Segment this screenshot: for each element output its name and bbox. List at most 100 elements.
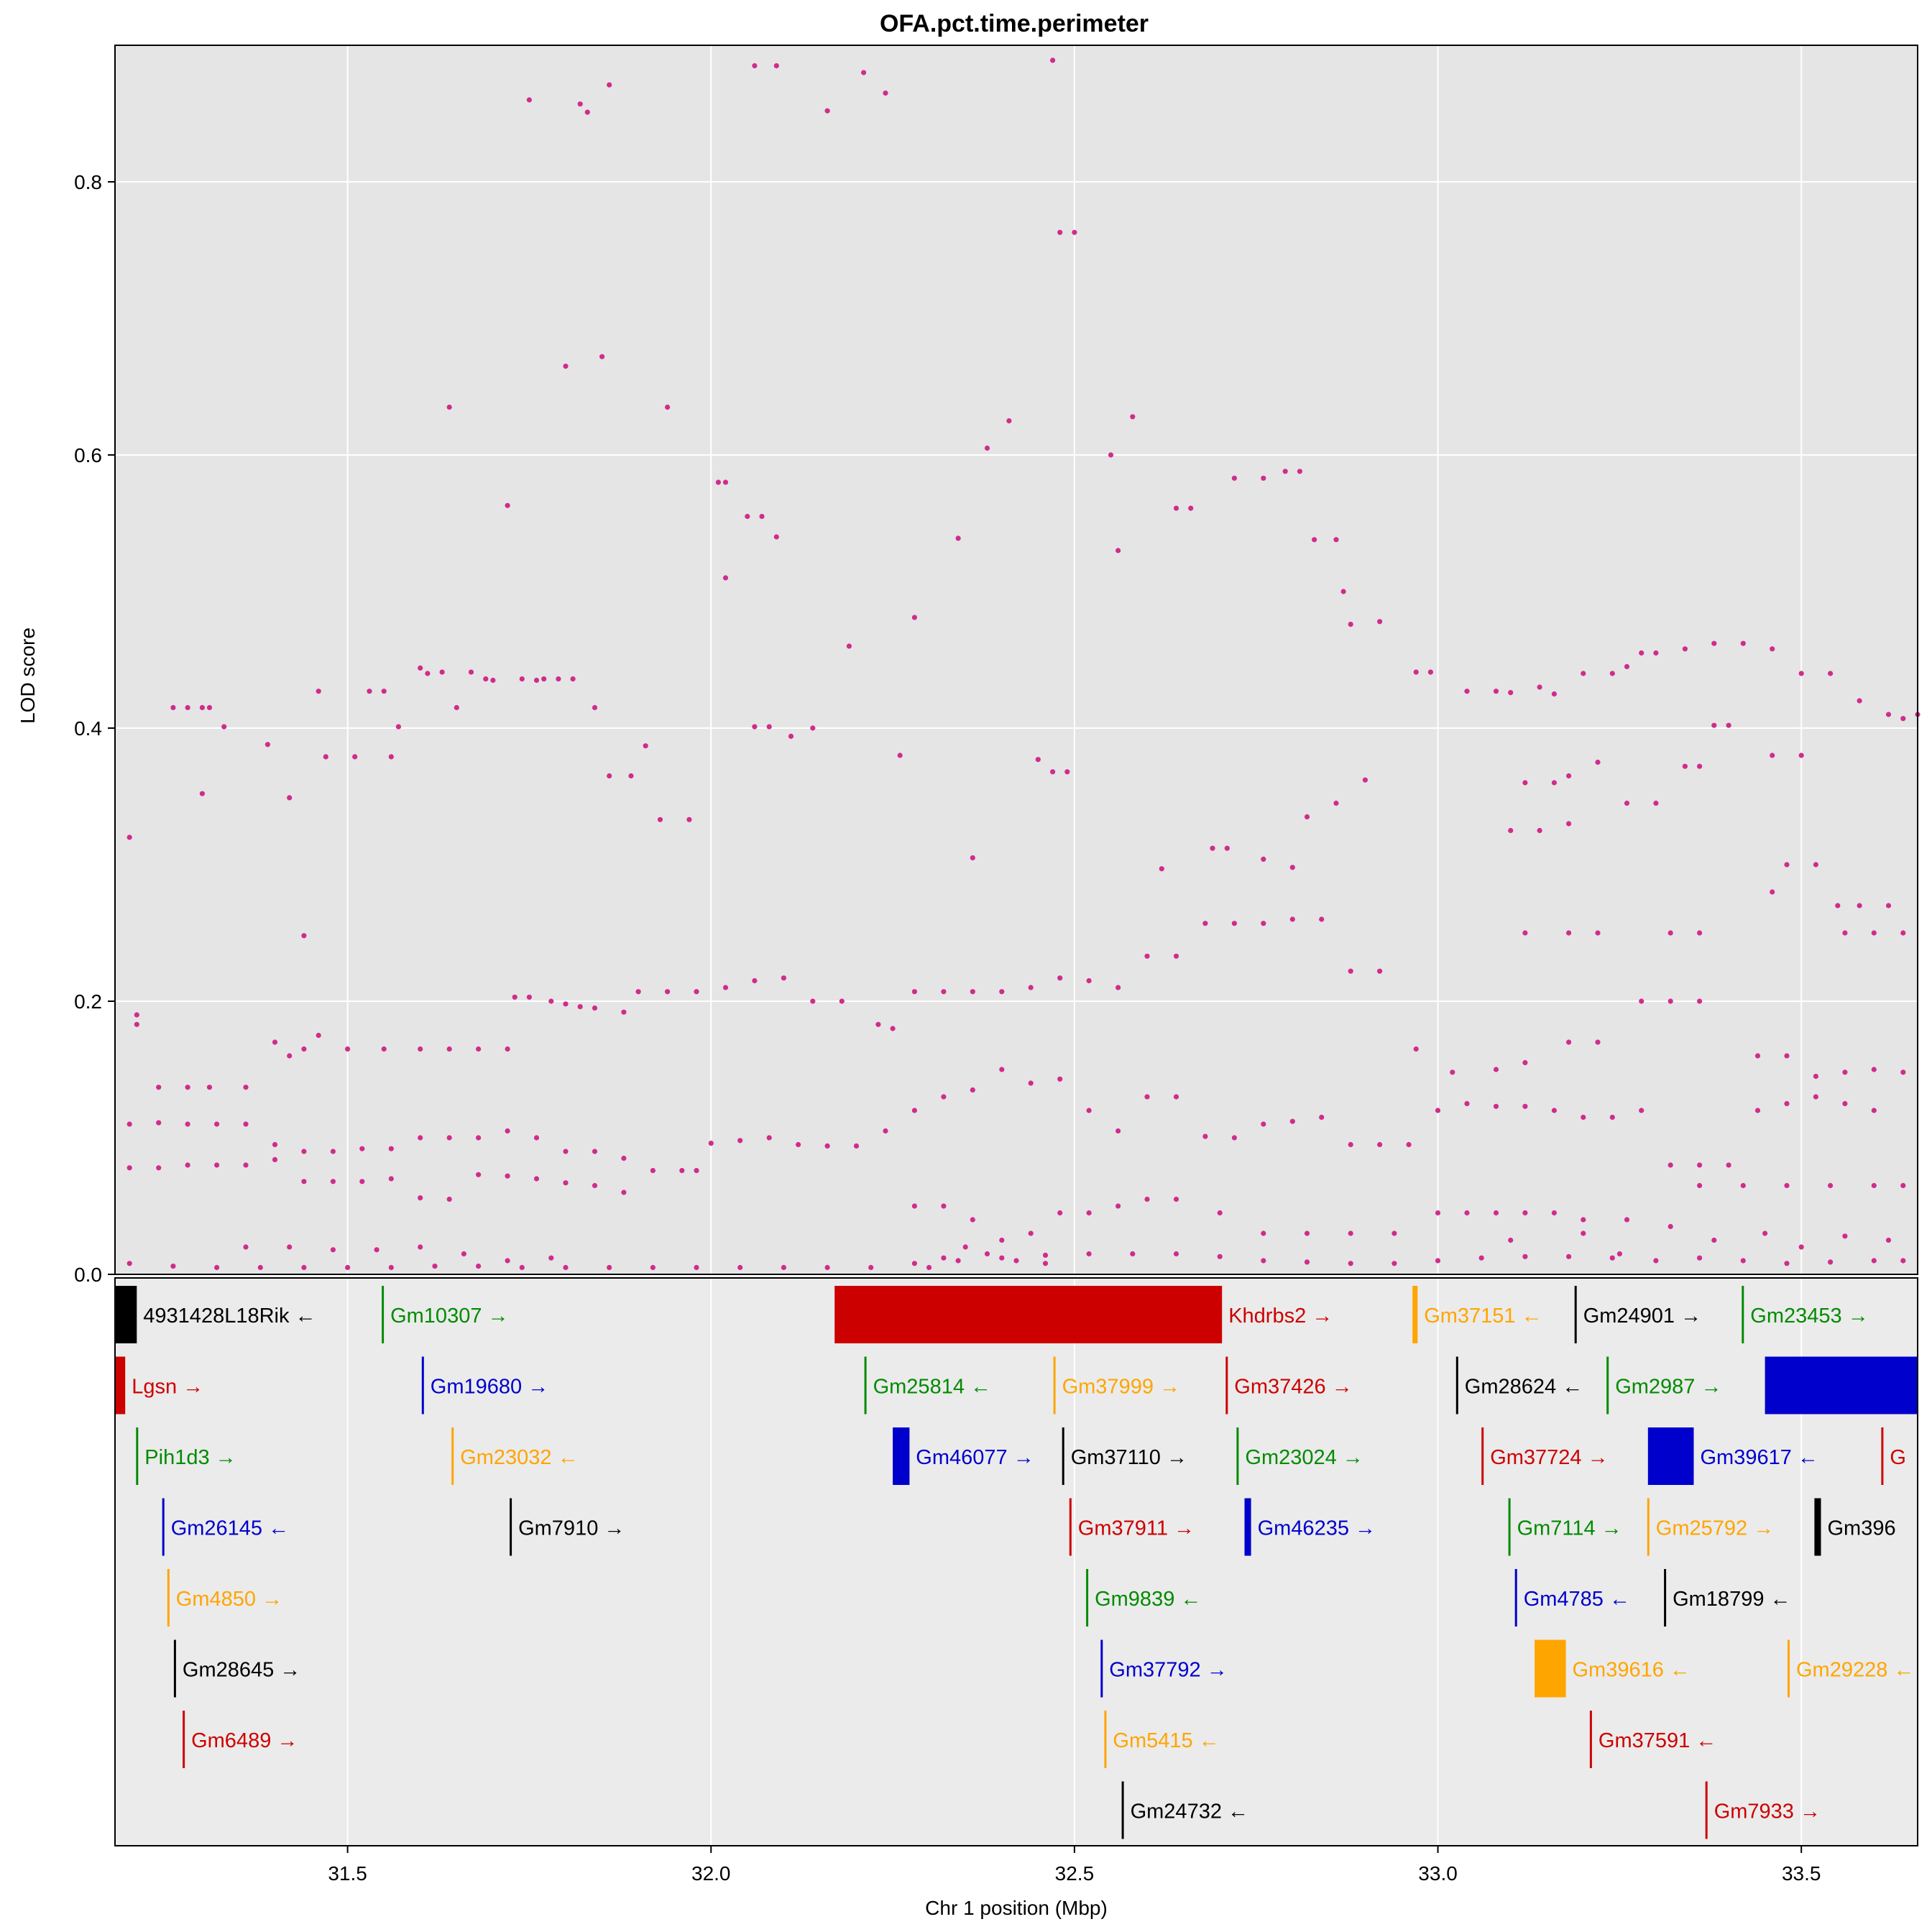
lod-point <box>1522 1103 1528 1109</box>
lod-point <box>1885 903 1892 908</box>
lod-point <box>766 1135 772 1141</box>
lod-point <box>505 1258 510 1264</box>
lod-point <box>1261 1230 1266 1236</box>
lod-point <box>722 575 729 581</box>
lod-point <box>1668 930 1673 936</box>
gene-bar <box>173 1639 176 1698</box>
lod-point <box>650 1264 656 1271</box>
lod-point <box>1828 1182 1834 1189</box>
lod-point <box>476 1264 482 1269</box>
lod-point <box>1348 1230 1353 1236</box>
lod-point <box>1522 1210 1528 1216</box>
lod-point <box>911 615 917 620</box>
lod-point <box>1697 930 1703 936</box>
lod-point <box>1581 1230 1586 1236</box>
lod-point <box>599 354 605 359</box>
lod-point <box>301 1179 307 1184</box>
gene-label: Gm46077 → <box>916 1446 1034 1469</box>
gene-label: 4931428L18Rik ← <box>143 1305 316 1328</box>
lod-point <box>1537 827 1542 834</box>
gene-label: G <box>1890 1446 1906 1469</box>
y-tick-label: 0.6 <box>74 444 102 466</box>
lod-point <box>1508 690 1514 696</box>
gene-bar <box>382 1286 385 1343</box>
lod-point <box>526 97 533 103</box>
gene-bar <box>1647 1498 1650 1556</box>
lod-point <box>824 108 830 114</box>
lod-point <box>621 1155 627 1162</box>
lod-point <box>199 791 205 796</box>
lod-point <box>1413 669 1419 675</box>
lod-point <box>563 363 569 369</box>
lod-point <box>1726 1162 1731 1168</box>
lod-point <box>1464 1100 1470 1107</box>
lod-point <box>1522 780 1528 786</box>
lod-point <box>1900 930 1906 936</box>
lod-point <box>257 1264 263 1271</box>
lod-point <box>316 1032 321 1039</box>
lod-point <box>788 733 794 739</box>
lod-point <box>301 933 307 939</box>
lod-point <box>1450 1070 1455 1075</box>
lod-point <box>1624 1217 1630 1223</box>
lod-point <box>533 1176 540 1182</box>
lod-point <box>418 665 423 671</box>
lod-point <box>1188 505 1194 511</box>
lod-point <box>890 1026 896 1031</box>
gene-label: Gm37151 ← <box>1424 1305 1542 1328</box>
lod-point <box>432 1264 438 1269</box>
lod-point <box>1159 866 1164 872</box>
lod-point <box>1333 537 1339 543</box>
lod-point <box>1770 753 1775 758</box>
gene-bar <box>1121 1781 1124 1839</box>
lod-point <box>505 1046 510 1052</box>
lod-point <box>519 1264 525 1271</box>
lod-point <box>1231 921 1237 926</box>
lod-point <box>519 676 525 682</box>
lod-point <box>1202 1133 1208 1139</box>
lod-point <box>395 724 402 730</box>
gene-bar <box>162 1498 165 1556</box>
lod-point <box>345 1264 351 1271</box>
lod-point <box>694 1168 699 1174</box>
lod-point <box>941 989 947 995</box>
lod-point <box>1653 650 1659 656</box>
lod-point <box>941 1203 947 1209</box>
lod-point <box>1231 1135 1237 1141</box>
lod-point <box>156 1165 162 1171</box>
lod-point <box>199 704 205 711</box>
lod-point <box>570 676 576 682</box>
gene-track: 4931428L18Rik ← Gm10307 → Khdrbs2 → Gm37151… <box>116 1286 1917 1839</box>
lod-point <box>359 1179 365 1184</box>
lod-point <box>1435 1210 1441 1216</box>
lod-point <box>1871 1108 1877 1113</box>
lod-point <box>1435 1258 1441 1264</box>
lod-point <box>126 1261 132 1266</box>
lod-point <box>1551 691 1557 697</box>
gene-bar <box>1481 1427 1484 1485</box>
lod-point <box>607 1264 612 1271</box>
lod-point <box>875 1021 881 1027</box>
gene-bar <box>1244 1498 1251 1556</box>
gene-bar <box>1765 1356 1917 1414</box>
gene-bar <box>1606 1356 1609 1414</box>
lod-point <box>1057 975 1063 981</box>
lod-point <box>1581 1217 1586 1223</box>
lod-point <box>810 725 816 731</box>
y-tick-label: 0.0 <box>74 1264 102 1286</box>
lod-point <box>621 1009 627 1015</box>
lod-point <box>1508 827 1514 834</box>
lod-point <box>861 70 867 75</box>
lod-point <box>1130 414 1136 420</box>
gene-bar <box>1053 1356 1056 1414</box>
gene-bar <box>1412 1286 1418 1343</box>
gene-bar <box>183 1711 185 1768</box>
lod-point <box>446 1046 452 1052</box>
x-tick-label: 32.0 <box>691 1862 731 1885</box>
lod-point <box>388 1176 394 1182</box>
lod-point <box>1885 712 1892 717</box>
gene-label: Gm4850 → <box>176 1588 282 1611</box>
lod-point <box>1842 1233 1848 1239</box>
lod-point <box>752 978 758 984</box>
gene-label: Gm39617 ← <box>1701 1446 1818 1469</box>
